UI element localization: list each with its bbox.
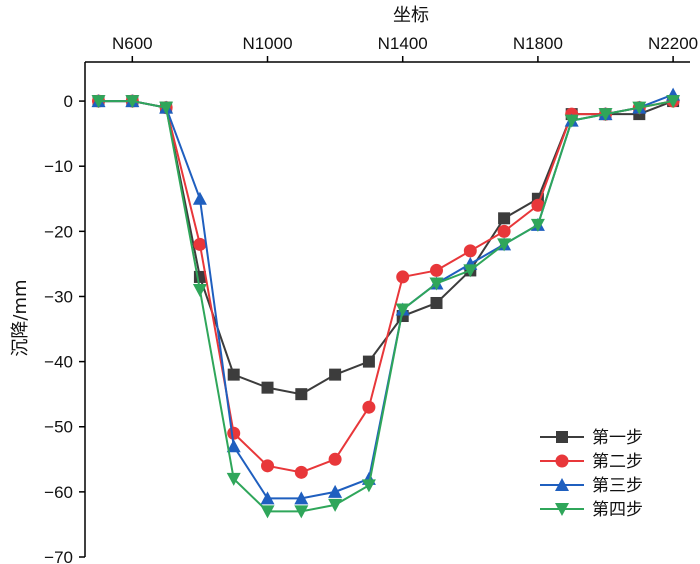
data-point bbox=[294, 491, 309, 505]
data-point bbox=[361, 479, 376, 493]
data-point bbox=[295, 388, 308, 401]
series-1 bbox=[92, 95, 680, 401]
x-tick-label: N1800 bbox=[513, 34, 563, 53]
y-tick-label: −10 bbox=[44, 157, 73, 176]
data-point bbox=[227, 368, 240, 381]
data-point bbox=[598, 108, 613, 122]
data-point bbox=[328, 484, 343, 498]
data-point bbox=[125, 95, 140, 109]
data-point bbox=[227, 426, 241, 440]
data-point bbox=[294, 505, 309, 519]
data-point bbox=[193, 237, 207, 251]
y-tick-label: −40 bbox=[44, 353, 73, 372]
data-point bbox=[666, 95, 681, 109]
data-point bbox=[530, 218, 545, 232]
data-point bbox=[91, 95, 106, 109]
y-tick-label: −60 bbox=[44, 483, 73, 502]
data-point bbox=[362, 355, 375, 368]
legend-marker bbox=[555, 503, 569, 516]
legend-label: 第二步 bbox=[592, 452, 643, 472]
data-point bbox=[294, 465, 308, 479]
series-line bbox=[98, 100, 674, 396]
x-tick-label: N1000 bbox=[242, 34, 292, 53]
y-tick-label: 0 bbox=[64, 92, 73, 111]
data-point bbox=[261, 381, 274, 394]
data-point bbox=[463, 264, 478, 278]
data-point bbox=[362, 400, 376, 414]
data-point bbox=[192, 283, 207, 297]
data-point bbox=[260, 505, 275, 519]
y-tick-label: −30 bbox=[44, 287, 73, 306]
series-line bbox=[98, 93, 674, 500]
data-point bbox=[395, 303, 410, 317]
data-point bbox=[329, 368, 342, 381]
data-point bbox=[192, 191, 207, 205]
plot-area: N600 N1000 N1400 N1800 N2200 0 −10 −20 −30 −40 −50… bbox=[44, 34, 698, 564]
data-point bbox=[632, 101, 647, 115]
y-tick-label: −20 bbox=[44, 222, 73, 241]
legend-marker bbox=[555, 454, 569, 468]
legend-item: 第三步 bbox=[540, 476, 643, 496]
series-4 bbox=[91, 95, 681, 519]
series-line bbox=[98, 100, 674, 513]
data-point bbox=[564, 114, 579, 128]
data-point bbox=[261, 459, 275, 473]
data-point bbox=[226, 472, 241, 486]
legend-item: 第一步 bbox=[540, 428, 643, 448]
legend-label: 第四步 bbox=[592, 500, 643, 520]
x-tick-label: N1400 bbox=[378, 34, 428, 53]
data-point bbox=[430, 296, 443, 309]
data-point bbox=[497, 224, 511, 238]
legend-marker bbox=[555, 478, 569, 491]
legend-item: 第二步 bbox=[540, 452, 643, 472]
data-point bbox=[328, 452, 342, 466]
data-point bbox=[226, 439, 241, 453]
data-point bbox=[531, 198, 545, 212]
data-point bbox=[396, 270, 410, 284]
x-tick-label: N2200 bbox=[648, 34, 698, 53]
x-axis-title: 坐标 bbox=[393, 5, 429, 26]
y-axis-title: 沉降/mm bbox=[10, 279, 31, 356]
legend-marker bbox=[556, 431, 568, 443]
data-point bbox=[430, 263, 444, 277]
data-point bbox=[463, 244, 477, 258]
legend-item: 第四步 bbox=[540, 500, 643, 520]
x-tick-label: N600 bbox=[112, 34, 153, 53]
legend-label: 第三步 bbox=[592, 476, 643, 496]
data-point bbox=[260, 491, 275, 505]
data-point bbox=[498, 212, 511, 225]
legend-label: 第一步 bbox=[592, 428, 643, 448]
y-tick-label: −70 bbox=[44, 548, 73, 564]
data-point bbox=[159, 101, 174, 115]
y-tick-label: −50 bbox=[44, 418, 73, 437]
data-point bbox=[497, 238, 512, 252]
data-point bbox=[429, 277, 444, 291]
series-2 bbox=[92, 94, 680, 479]
data-point bbox=[328, 498, 343, 512]
